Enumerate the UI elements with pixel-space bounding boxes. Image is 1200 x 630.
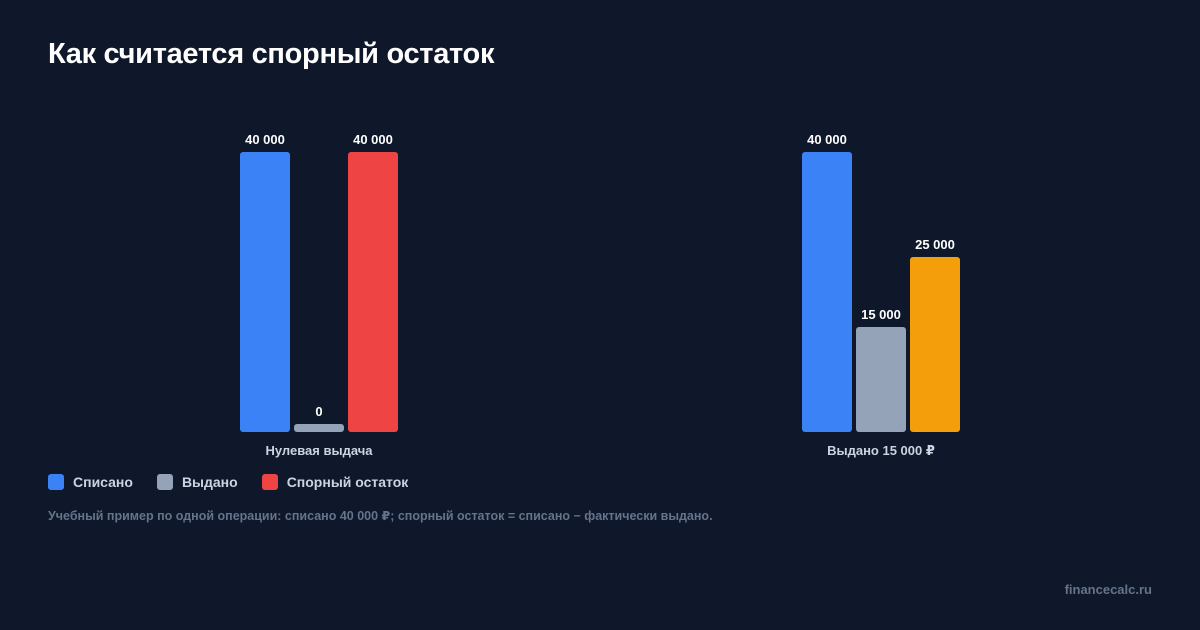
legend-label-issued: Выдано <box>181 474 238 490</box>
data-label-group-2-issued: 15 000 <box>861 307 901 322</box>
legend: Списано Выдано Спорный остаток <box>48 474 408 490</box>
bar-chart: 40 000 0 40 000 Нулевая выдача 40 000 15 000 2… <box>240 132 960 458</box>
bar-group-1-written-off <box>240 152 290 432</box>
data-label-group-2-written-off: 40 000 <box>807 132 847 147</box>
bar-group-2-issued <box>856 327 906 432</box>
bar-group-2-disputed <box>910 257 960 432</box>
legend-swatch-issued <box>156 474 173 490</box>
legend-swatch-written-off <box>48 474 64 490</box>
bar-group-1-disputed <box>348 152 398 432</box>
legend-item-disputed: Спорный остаток <box>261 474 409 490</box>
legend-label-written-off: Списано <box>73 474 133 490</box>
category-label-group-1: Нулевая выдача <box>265 443 373 458</box>
bar-group-1-issued <box>294 424 344 432</box>
data-label-group-1-disputed: 40 000 <box>353 132 393 147</box>
legend-item-issued: Выдано <box>156 474 238 490</box>
data-label-group-2-disputed: 25 000 <box>915 237 955 252</box>
legend-item-written-off: Списано <box>48 474 133 490</box>
footnote: Учебный пример по одной операции: списан… <box>48 509 713 523</box>
data-label-group-1-issued: 0 <box>315 404 322 419</box>
chart-title: Как считается спорный остаток <box>48 38 495 70</box>
site-watermark: financecalc.ru <box>1064 582 1152 597</box>
legend-label-disputed: Спорный остаток <box>286 474 409 490</box>
category-label-group-2: Выдано 15 000 ₽ <box>827 443 935 458</box>
data-label-group-1-written-off: 40 000 <box>245 132 285 147</box>
bar-group-2-written-off <box>802 152 852 432</box>
legend-swatch-disputed <box>261 474 278 490</box>
